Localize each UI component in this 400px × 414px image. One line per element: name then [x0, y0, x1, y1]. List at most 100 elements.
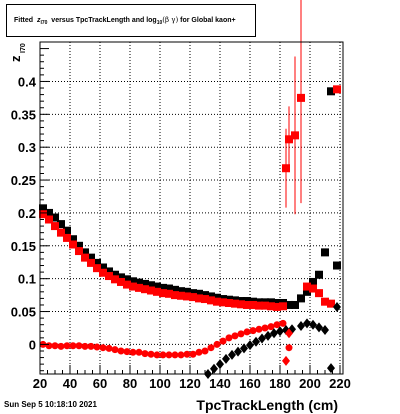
- data-point: [201, 347, 209, 355]
- data-point: [39, 210, 47, 219]
- data-point: [285, 135, 293, 144]
- data-point: [225, 334, 233, 342]
- data-point: [93, 258, 101, 267]
- data-point: [183, 350, 191, 358]
- axes: 20 40 60 80 100 120 140 160 180 200 220 0 0.05 0.1 0.1…: [11, 41, 351, 391]
- data-point: [210, 363, 218, 374]
- data-point: [201, 295, 209, 304]
- data-point: [249, 327, 257, 335]
- data-point: [153, 287, 161, 296]
- data-point: [63, 226, 71, 235]
- data-point: [171, 285, 179, 294]
- data-point: [249, 300, 257, 309]
- data-point: [129, 277, 137, 286]
- data-point: [189, 350, 197, 358]
- data-point: [297, 93, 305, 102]
- data-point: [159, 289, 167, 298]
- data-point: [309, 277, 317, 286]
- data-point: [165, 351, 173, 359]
- y-tick-label: 0.35: [11, 107, 36, 122]
- data-marks: [39, 0, 341, 379]
- y-tick-label: 0.3: [18, 140, 36, 155]
- y-tick-label: 0.2: [18, 206, 36, 221]
- data-point: [129, 348, 137, 356]
- data-point: [222, 353, 230, 364]
- chart-title-box: Fitted zI70 versus TpcTrackLength and lo…: [6, 4, 256, 37]
- data-point: [297, 294, 305, 303]
- data-point: [99, 344, 107, 352]
- data-point: [321, 324, 329, 335]
- data-point: [69, 342, 77, 350]
- data-point: [321, 297, 329, 306]
- data-point: [255, 325, 263, 333]
- series-4: [204, 301, 341, 379]
- data-point: [333, 85, 341, 94]
- data-point: [309, 284, 317, 293]
- data-point: [207, 296, 215, 305]
- data-point: [213, 297, 221, 306]
- data-point: [93, 343, 101, 351]
- y-tick-label: 0.25: [11, 173, 36, 188]
- data-point: [219, 337, 227, 345]
- data-point: [327, 87, 335, 96]
- x-tick-label: 60: [93, 376, 107, 391]
- data-point: [141, 285, 149, 294]
- data-point: [93, 264, 101, 273]
- data-point: [273, 321, 281, 329]
- data-point: [285, 328, 293, 339]
- data-point: [333, 261, 341, 270]
- data-point: [147, 286, 155, 295]
- x-tick-label: 40: [63, 376, 77, 391]
- x-tick-label: 200: [299, 376, 321, 391]
- data-point: [276, 326, 284, 337]
- x-tick-label: 180: [269, 376, 291, 391]
- data-point: [75, 342, 83, 350]
- data-point: [63, 233, 71, 242]
- data-point: [315, 270, 323, 279]
- data-point: [57, 228, 65, 237]
- y-axis-label-group: z I70: [8, 43, 27, 62]
- data-point: [105, 344, 113, 352]
- data-point: [261, 301, 269, 310]
- y-tick-label: 0: [29, 337, 36, 352]
- x-tick-label: 220: [329, 376, 351, 391]
- data-point: [51, 342, 59, 350]
- y-tick-label: 0.1: [18, 272, 36, 287]
- data-point: [237, 300, 245, 309]
- data-point: [99, 263, 107, 272]
- data-point: [111, 346, 119, 354]
- data-point: [303, 318, 311, 329]
- data-point: [123, 275, 131, 284]
- data-point: [135, 348, 143, 356]
- data-point: [267, 323, 275, 331]
- data-point: [285, 344, 293, 352]
- data-point: [279, 319, 287, 327]
- data-point: [45, 342, 53, 350]
- data-point: [45, 215, 53, 224]
- data-point: [159, 283, 167, 292]
- data-point: [282, 355, 290, 366]
- data-point: [159, 351, 167, 359]
- data-point: [303, 287, 311, 296]
- data-point: [177, 351, 185, 359]
- data-point: [189, 293, 197, 302]
- data-point: [225, 298, 233, 307]
- data-point: [81, 248, 89, 257]
- data-point: [141, 279, 149, 288]
- data-point: [183, 292, 191, 301]
- data-point: [234, 346, 242, 357]
- data-point: [231, 332, 239, 340]
- data-point: [123, 348, 131, 356]
- data-point: [147, 281, 155, 290]
- data-point: [117, 347, 125, 355]
- data-point: [135, 283, 143, 292]
- x-tick-label: 80: [123, 376, 137, 391]
- data-point: [216, 359, 224, 370]
- data-point: [327, 363, 335, 374]
- x-tick-label: 20: [33, 376, 47, 391]
- data-point: [105, 267, 113, 276]
- datestamp: Sun Sep 5 10:18:10 2021: [4, 400, 97, 409]
- data-point: [291, 131, 299, 140]
- data-point: [264, 330, 272, 341]
- y-axis-label: z: [8, 55, 23, 62]
